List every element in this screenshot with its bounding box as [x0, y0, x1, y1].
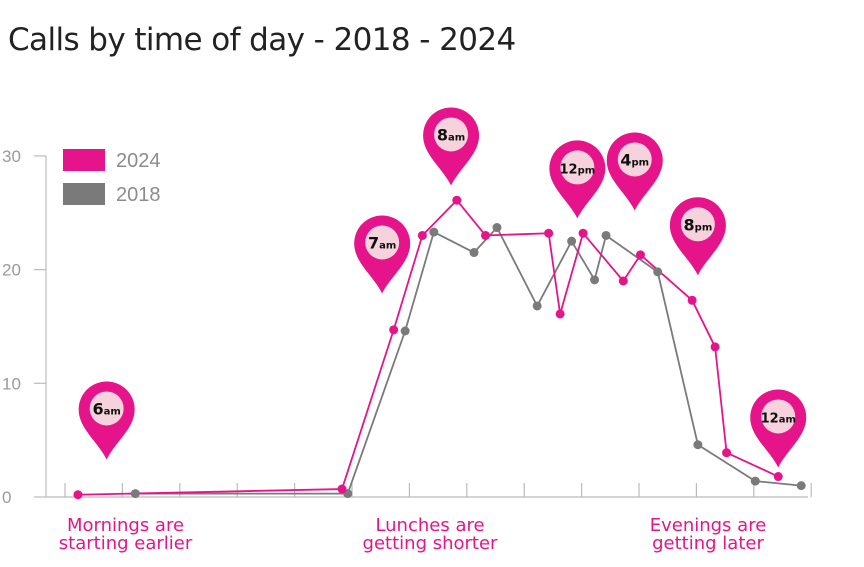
annotation-line: Lunches are: [375, 515, 485, 536]
annotation-mornings: Mornings are starting earlier: [48, 517, 203, 553]
data-point-2024: [618, 276, 628, 286]
pin-hour: 7: [368, 233, 379, 252]
y-tick-label: 10: [2, 374, 21, 393]
pin-hour: 4: [620, 150, 631, 169]
pin-suffix: am: [448, 132, 465, 143]
data-point-2024: [73, 490, 83, 500]
series-points: [73, 195, 806, 500]
pin-marker: 12am: [750, 389, 807, 468]
legend-swatch-2018: [63, 183, 105, 205]
axes: 0 10 20 30: [2, 147, 812, 507]
y-tick-label: 30: [2, 147, 21, 166]
annotation-line: starting earlier: [58, 533, 193, 554]
pin-hour: 6: [93, 399, 104, 418]
data-point-2024: [635, 250, 645, 260]
data-point-2018: [693, 440, 703, 450]
annotation-line: Evenings are: [649, 515, 767, 536]
pin-marker: 4pm: [606, 132, 663, 211]
pin-inner: [761, 399, 796, 434]
pin-inner: [617, 142, 652, 177]
pin-marker: 7am: [354, 215, 411, 294]
pin-label: 8pm: [684, 215, 713, 234]
data-point-2024: [544, 228, 554, 238]
data-point-2024: [722, 448, 732, 458]
pin-label: 4pm: [620, 150, 649, 169]
chart-title: Calls by time of day - 2018 - 2024: [8, 22, 516, 58]
annotation-lunches: Lunches are getting shorter: [355, 517, 505, 553]
legend-swatch-2024: [63, 149, 105, 171]
pin-suffix: pm: [578, 165, 596, 176]
pin-hour: 12: [761, 411, 779, 426]
annotation-line: getting shorter: [362, 533, 498, 554]
data-point-2024: [578, 228, 588, 238]
series-line-2024: [77, 199, 779, 496]
data-point-2024: [337, 484, 347, 494]
pin-suffix: pm: [632, 157, 650, 168]
data-point-2024: [773, 472, 783, 482]
data-point-2024: [555, 309, 565, 319]
pin-suffix: am: [104, 406, 121, 417]
pin-marker: 8pm: [669, 197, 726, 276]
pin-label: 7am: [368, 233, 396, 252]
pin-label: 12pm: [560, 162, 596, 177]
pin-inner: [434, 117, 469, 152]
data-point-2018: [653, 267, 663, 277]
annotation-line: Mornings are: [66, 515, 185, 536]
data-point-2018: [492, 223, 502, 233]
data-point-2018: [796, 481, 806, 491]
annotation-line: getting later: [652, 533, 764, 554]
pin-hour: 8: [437, 125, 448, 144]
y-tick-label: 0: [2, 488, 11, 507]
pin-marker: 8am: [423, 107, 480, 186]
pin-label: 6am: [93, 399, 121, 418]
legend-label-2018: 2018: [116, 184, 161, 206]
pin-marker: 6am: [78, 381, 135, 460]
data-point-2024: [389, 325, 399, 335]
pin-inner: [89, 391, 124, 426]
data-point-2024: [452, 195, 462, 205]
pin-label: 12am: [761, 411, 796, 426]
legend-label-2024: 2024: [116, 150, 161, 172]
pin-hour: 8: [684, 215, 695, 234]
data-point-2018: [567, 236, 577, 246]
annotation-evenings: Evenings are getting later: [633, 517, 783, 553]
pin-label: 8am: [437, 125, 465, 144]
y-tick-label: 20: [2, 261, 21, 280]
data-point-2018: [130, 489, 140, 499]
data-point-2018: [750, 476, 760, 486]
data-point-2024: [687, 295, 697, 305]
pin-suffix: am: [779, 414, 796, 425]
data-point-2018: [469, 248, 479, 258]
legend: 2024 2018: [63, 149, 161, 206]
data-point-2018: [601, 230, 611, 240]
pin-inner: [680, 207, 715, 242]
data-point-2018: [400, 326, 410, 336]
data-point-2018: [590, 275, 600, 285]
pin-hour: 12: [560, 162, 578, 177]
pin-suffix: pm: [695, 222, 713, 233]
data-point-2024: [710, 342, 720, 352]
pin-inner: [560, 150, 595, 185]
pin-marker: 12pm: [549, 140, 606, 219]
pin-suffix: am: [379, 240, 396, 251]
pin-inner: [365, 225, 400, 260]
data-point-2018: [429, 227, 439, 237]
data-point-2024: [417, 230, 427, 240]
data-point-2024: [481, 230, 490, 240]
data-point-2018: [532, 301, 542, 311]
